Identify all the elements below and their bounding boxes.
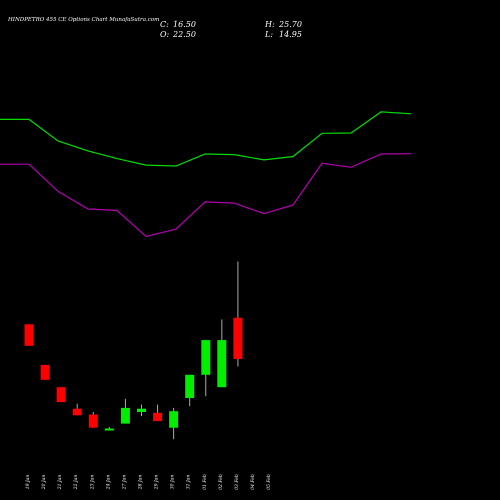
x-tick-label: 23 Jan bbox=[89, 475, 95, 491]
candle-body-up bbox=[185, 374, 195, 398]
x-tick-label: 05 Feb bbox=[266, 474, 272, 490]
x-axis: 19 Jan 20 Jan 21 Jan 22 Jan 23 Jan 24 Jan 27 J… bbox=[25, 474, 272, 490]
candle-body-down bbox=[153, 412, 163, 422]
open-value: 22.50 bbox=[172, 30, 196, 39]
chart-title: HINDPETRO 455 CE Options Chart MunafaSut… bbox=[7, 17, 159, 23]
x-tick-label: 02 Feb bbox=[218, 474, 224, 490]
x-tick-label: 03 Feb bbox=[234, 474, 240, 490]
x-tick-label: 20 Jan bbox=[41, 475, 47, 491]
close-label: C: bbox=[160, 20, 169, 29]
candle-body-up bbox=[217, 340, 227, 388]
candle bbox=[72, 403, 82, 416]
candle bbox=[137, 404, 146, 417]
candle bbox=[104, 426, 114, 431]
indicator-line-1 bbox=[0, 111, 412, 167]
candle-body-down bbox=[88, 414, 98, 428]
candle bbox=[153, 404, 163, 422]
x-tick-label: 22 Jan bbox=[73, 475, 79, 491]
candle bbox=[120, 398, 130, 424]
candle bbox=[169, 407, 179, 440]
indicator-line-2 bbox=[0, 153, 412, 238]
x-tick-label: 24 Jan bbox=[105, 475, 111, 491]
ohlc-summary: C: 16.50 H: 25.70 O: 22.50 L: 14.95 bbox=[160, 20, 302, 39]
x-tick-label: 30 Jan bbox=[170, 475, 176, 490]
candle bbox=[40, 364, 50, 380]
candle-body-up bbox=[201, 340, 211, 375]
candle-body-down bbox=[72, 408, 82, 416]
candle bbox=[24, 324, 34, 346]
x-tick-label: 01 Feb bbox=[202, 474, 208, 490]
candle bbox=[185, 374, 195, 407]
low-value: 14.95 bbox=[279, 30, 302, 39]
candle bbox=[201, 340, 211, 397]
x-tick-label: 29 Jan bbox=[154, 475, 160, 491]
candle-body-up bbox=[104, 428, 114, 431]
candle bbox=[233, 261, 243, 367]
candle-body-down bbox=[56, 387, 66, 403]
open-label: O: bbox=[160, 30, 170, 39]
candle-body-down bbox=[24, 324, 34, 346]
indicator-lines bbox=[0, 111, 412, 238]
close-value: 16.50 bbox=[173, 20, 196, 29]
candle bbox=[56, 387, 66, 403]
x-tick-label: 21 Jan bbox=[57, 475, 63, 491]
candle-body-up bbox=[169, 411, 179, 428]
x-tick-label: 28 Jan bbox=[137, 475, 143, 491]
candle bbox=[217, 319, 227, 388]
candles bbox=[24, 261, 243, 440]
high-value: 25.70 bbox=[278, 20, 302, 29]
candle-body-down bbox=[233, 317, 243, 359]
high-label: H: bbox=[264, 20, 275, 29]
x-tick-label: 04 Feb bbox=[250, 474, 256, 490]
x-tick-label: 31 Jan bbox=[186, 475, 192, 490]
candle bbox=[88, 412, 98, 428]
low-label: L: bbox=[264, 30, 273, 39]
candle-body-up bbox=[120, 407, 130, 424]
candle-body-down bbox=[40, 364, 50, 380]
x-tick-label: 27 Jan bbox=[121, 475, 127, 491]
candle-body-up bbox=[137, 408, 146, 412]
x-tick-label: 19 Jan bbox=[25, 475, 31, 490]
